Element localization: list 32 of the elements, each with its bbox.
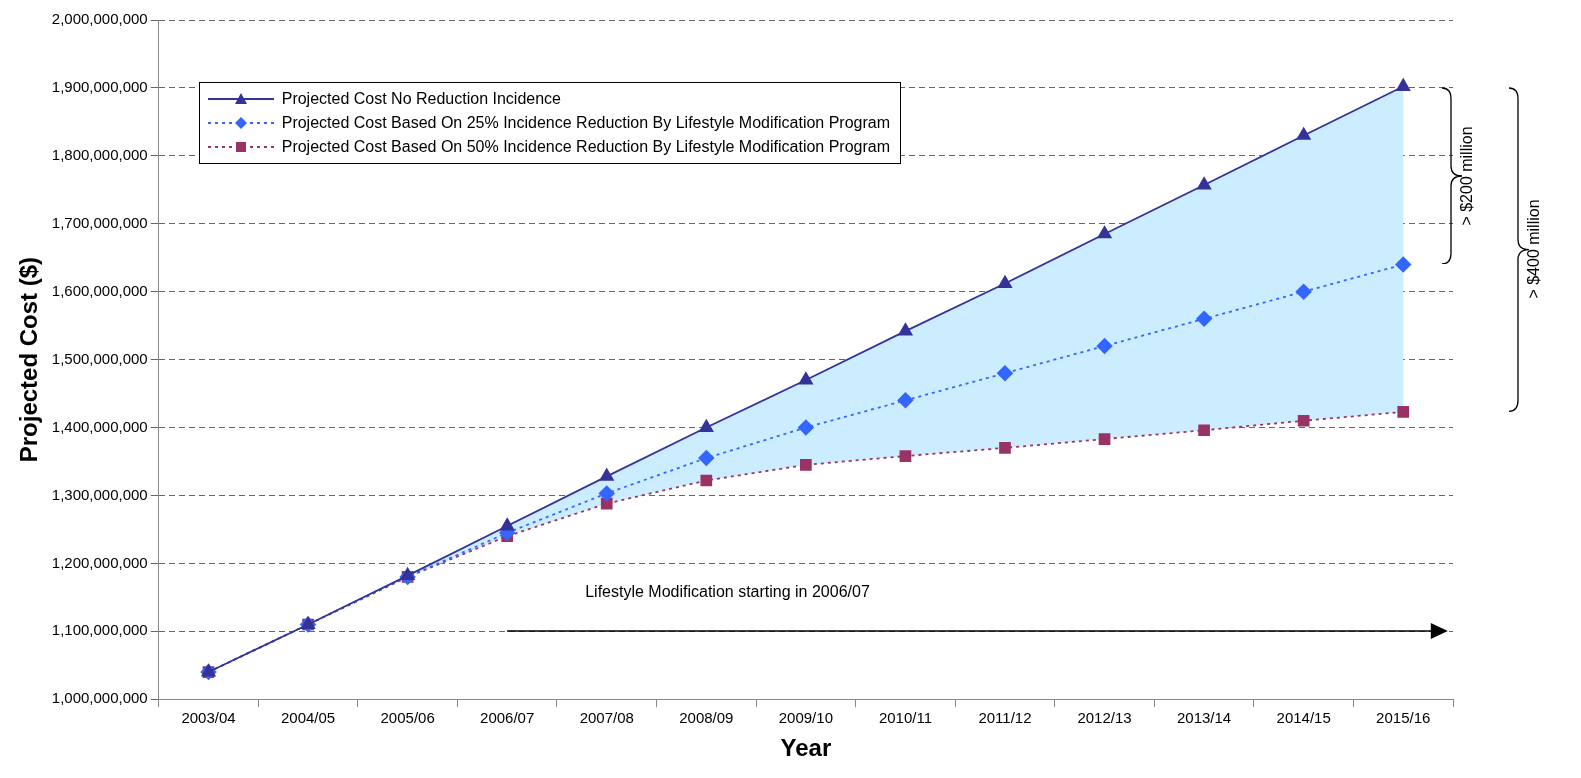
legend-label: Projected Cost Based On 25% Incidence Reduction By Lifestyle Modification Program — [281, 114, 891, 132]
x-tick-label: 2014/15 — [1276, 709, 1331, 727]
y-tick-label: 1,900,000,000 — [51, 78, 148, 96]
x-tick-label: 2003/04 — [181, 709, 236, 727]
x-tick-label: 2004/05 — [280, 709, 336, 727]
annotation: Lifestyle Modification starting in 2006/07 — [585, 583, 870, 602]
text: > $200 million — [1458, 125, 1477, 226]
x-tick-label: 2007/08 — [579, 709, 634, 727]
x-tick-label: 2013/14 — [1176, 709, 1232, 727]
x-axis-title: Year — [780, 734, 832, 762]
legend-label: Projected Cost No Reduction Incidence — [281, 90, 561, 108]
x-tick-label: 2012/13 — [1077, 709, 1132, 727]
text: > $400 million — [1525, 199, 1544, 299]
x-tick-label: 2010/11 — [878, 709, 932, 727]
y-tick-label: 1,100,000,000 — [51, 621, 148, 639]
x-tick-label: 2006/07 — [480, 709, 535, 727]
x-tick-label: 2015/16 — [1376, 709, 1431, 727]
y-tick-label: 1,400,000,000 — [51, 417, 148, 435]
y-tick-label: 1,000,000,000 — [51, 689, 148, 707]
y-tick-label: 1,800,000,000 — [51, 145, 148, 163]
y-tick-label: 1,600,000,000 — [51, 281, 148, 299]
y-tick-label: 1,700,000,000 — [51, 213, 148, 231]
legend-label: Projected Cost Based On 50% Incidence Reduction By Lifestyle Modification Program — [281, 138, 891, 156]
x-tick-label: 2008/09 — [679, 709, 734, 727]
y-tick-label: 1,200,000,000 — [51, 553, 148, 571]
y-axis-title: Projected Cost ($) — [15, 256, 43, 463]
y-tick-label: 1,300,000,000 — [51, 485, 148, 503]
x-tick-label: 2005/06 — [380, 709, 435, 727]
x-tick-label: 2009/10 — [778, 709, 833, 727]
y-tick-label: 2,000,000,000 — [51, 10, 148, 28]
y-tick-label: 1,500,000,000 — [51, 349, 148, 367]
x-tick-label: 2011/12 — [978, 709, 1032, 727]
